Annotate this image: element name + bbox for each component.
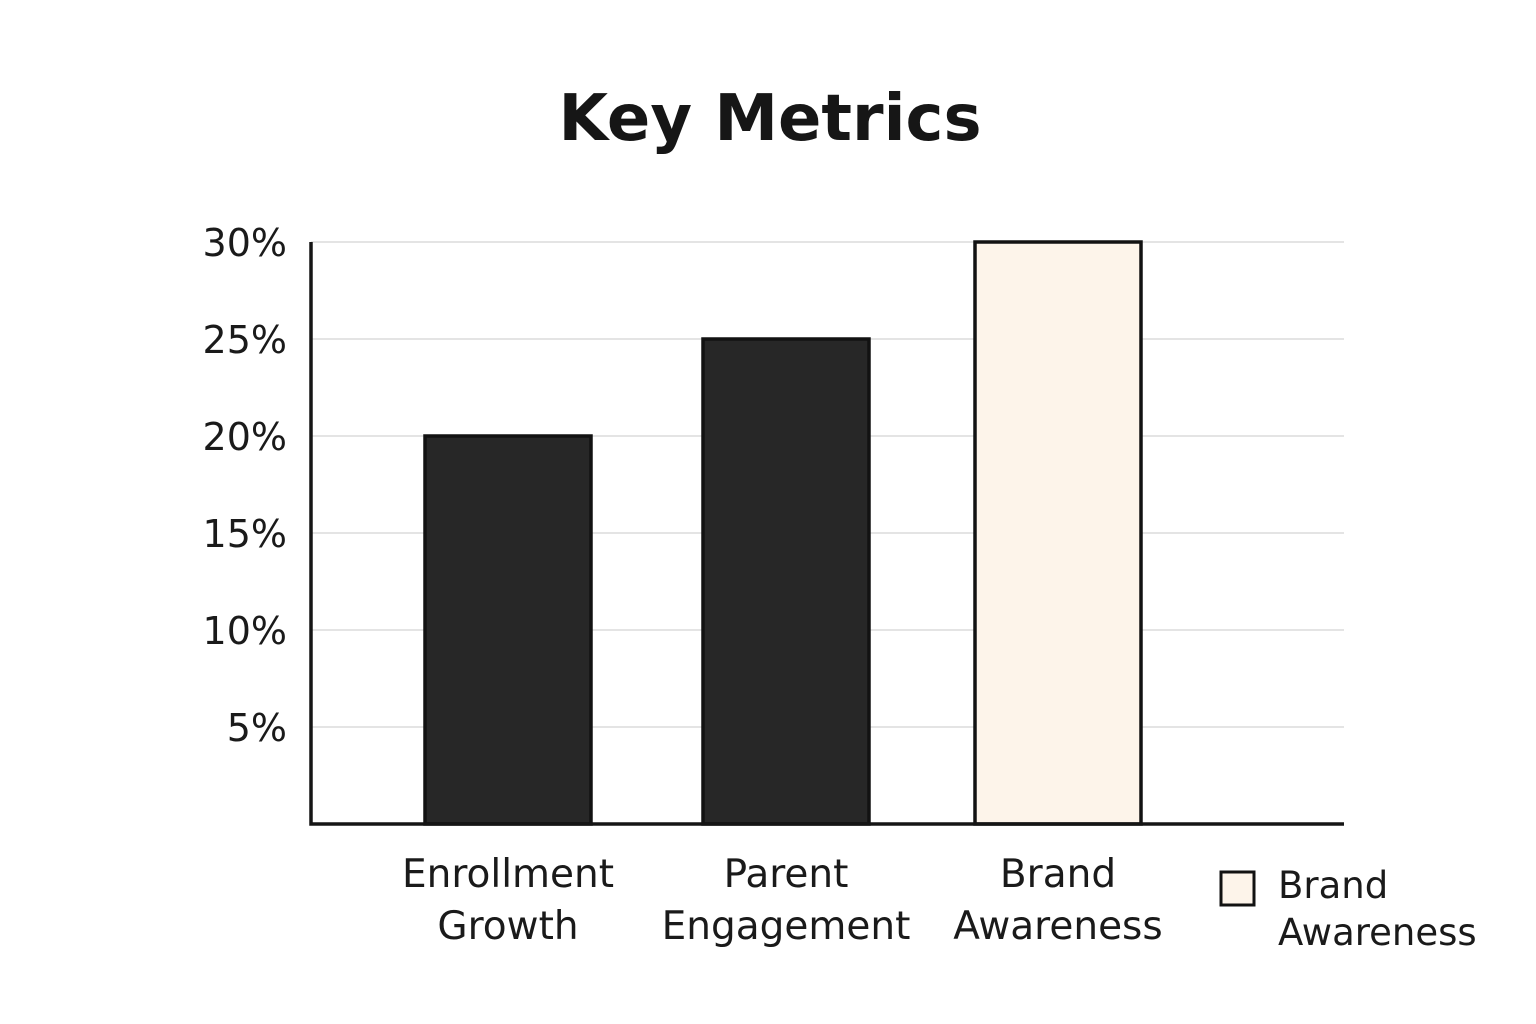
- axes: [309, 242, 1344, 826]
- y-tick-label: 20%: [203, 415, 287, 459]
- category-labels: Enrollment Growth Parent Engagement Brand Awa…: [402, 852, 1163, 949]
- category-label: Engagement: [662, 904, 911, 949]
- y-tick-label: 10%: [203, 609, 287, 653]
- category-label: Parent: [724, 852, 849, 897]
- chart-title: Key Metrics: [558, 82, 981, 156]
- legend-swatch: [1219, 870, 1256, 907]
- legend-label: Awareness: [1278, 911, 1477, 954]
- bar: [973, 240, 1143, 826]
- bar: [423, 434, 593, 826]
- category-label: Brand: [1000, 852, 1116, 897]
- axis-line: [309, 242, 1344, 826]
- category-label: Enrollment: [402, 852, 614, 897]
- y-tick-label: 30%: [203, 221, 287, 265]
- y-tick-label: 25%: [203, 318, 287, 362]
- legend-label: Brand: [1278, 864, 1388, 907]
- category-label: Growth: [437, 904, 578, 949]
- bars: [423, 240, 1143, 826]
- y-tick-label: 15%: [203, 512, 287, 556]
- y-tick-labels: 5% 10% 15% 20% 25% 30%: [203, 221, 287, 750]
- category-label: Awareness: [953, 904, 1162, 949]
- bar: [701, 337, 871, 826]
- y-tick-label: 5%: [227, 706, 287, 750]
